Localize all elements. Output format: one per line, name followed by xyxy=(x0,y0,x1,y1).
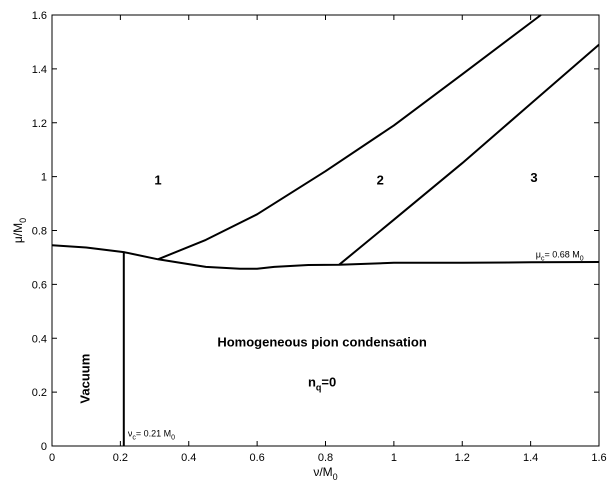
x-tick-label: 0.8 xyxy=(318,452,333,464)
phase-boundary-curves xyxy=(51,14,600,446)
y-tick-label: 1 xyxy=(41,172,47,184)
region-label: 3 xyxy=(530,170,537,185)
x-tick-label: 0.6 xyxy=(249,452,264,464)
y-tick-label: 0.2 xyxy=(32,387,47,399)
annotation-subscript: 0 xyxy=(171,435,175,442)
x-tick-label: 0.4 xyxy=(181,452,196,464)
y-tick-label: 0.6 xyxy=(32,279,47,291)
region-label: 1 xyxy=(154,173,161,188)
x-axis-label-subscript: 0 xyxy=(333,472,338,481)
region-label: Vacuum xyxy=(78,354,93,404)
annotation-subscript: 0 xyxy=(580,255,584,262)
y-tick-label: 0.8 xyxy=(32,226,47,238)
boundary-line-4 xyxy=(338,43,600,266)
y-tick-label: 1.4 xyxy=(32,64,47,76)
x-tick-label: 1.2 xyxy=(455,452,470,464)
boundary-line-3 xyxy=(157,14,542,261)
region-label-subscript: q xyxy=(316,383,322,393)
y-axis-label: μ/M0 xyxy=(11,218,28,243)
annotation-rest: = 0.68 M xyxy=(544,249,579,259)
y-axis-label-subscript: 0 xyxy=(18,218,28,223)
y-tick-label: 0 xyxy=(41,441,47,453)
x-tick-label: 0.2 xyxy=(113,452,128,464)
y-tick-label: 1.6 xyxy=(32,10,47,22)
x-tick-label: 0 xyxy=(49,452,55,464)
region-labels: 1 2 3 Homogeneous pion condensation Vacuum nq… xyxy=(78,170,584,442)
axis-ticks: 0 0.2 0.4 0.6 0.8 1 1.2 1.4 1.6 0 0.2 0.4 0.6 0.8 1 1.2… xyxy=(32,10,607,464)
y-tick-label: 1.2 xyxy=(32,118,47,130)
region-label: nq=0 xyxy=(308,375,336,393)
y-tick-label: 0.4 xyxy=(32,333,47,345)
annotation-rest: = 0.21 M xyxy=(136,429,171,439)
critical-value-annotation: νc= 0.21 M0 xyxy=(128,429,175,442)
region-label: Homogeneous pion condensation xyxy=(217,334,427,349)
x-tick-label: 1.6 xyxy=(591,452,606,464)
x-tick-label: 1 xyxy=(391,452,397,464)
boundary-line-1 xyxy=(51,244,600,270)
annotation-subscript: c xyxy=(132,435,136,442)
annotation-subscript: c xyxy=(541,255,545,262)
critical-value-annotation: μc= 0.68 M0 xyxy=(536,249,584,262)
region-label-rest: =0 xyxy=(321,375,336,390)
x-tick-label: 1.4 xyxy=(523,452,538,464)
x-axis-label: ν/M0 xyxy=(313,465,337,481)
region-label: 2 xyxy=(377,173,384,188)
